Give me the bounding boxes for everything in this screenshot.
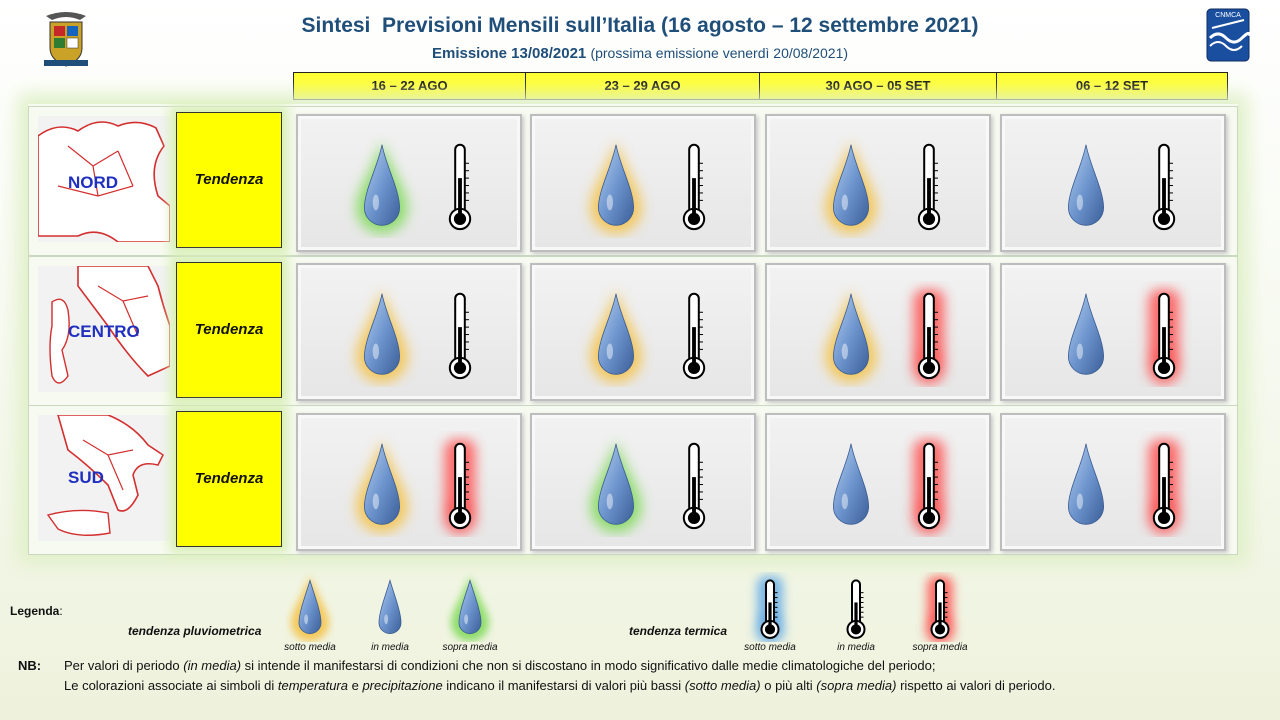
thermometer-icon: [448, 292, 472, 380]
forecast-cell: [296, 114, 522, 252]
legend-temp-average-label: in media: [837, 642, 875, 653]
thermometer-icon: [682, 442, 706, 530]
map-sud: [38, 415, 170, 541]
thermometer-icon: [682, 143, 706, 231]
map-nord: [38, 116, 170, 242]
thermometer-icon: [912, 289, 946, 385]
legend-temp-above-label: sopra media: [912, 642, 968, 653]
tendency-box-sud: Tendenza: [176, 411, 282, 547]
legend-temp-average: in media: [816, 572, 896, 653]
legend-temp-below-label: sotto media: [744, 642, 796, 653]
tendency-label: Tendenza: [194, 321, 264, 338]
thermometer-icon: [917, 143, 941, 231]
drop-icon: [1067, 293, 1105, 375]
drop-icon: [832, 443, 870, 525]
forecast-cell: [530, 413, 756, 551]
drop-icon: [356, 439, 408, 533]
region-label-centro: CENTRO: [68, 322, 140, 341]
period-header-1: 16 – 22 AGO: [293, 72, 526, 100]
notes-line-2: Le colorazioni associate ai simboli di t…: [64, 678, 1056, 693]
tendency-label: Tendenza: [194, 470, 264, 487]
drop-icon: [590, 439, 642, 533]
tendency-box-nord: Tendenza: [176, 112, 282, 248]
forecast-cell: [1000, 114, 1226, 252]
next-emission: (prossima emissione venerdì 20/08/2021): [590, 45, 849, 61]
tendency-box-centro: Tendenza: [176, 262, 282, 398]
thermometer-icon: [755, 576, 785, 642]
forecast-cell: [296, 413, 522, 551]
drop-icon: [1067, 144, 1105, 226]
region-label-nord: NORD: [68, 173, 119, 192]
drop-icon: [356, 140, 408, 234]
forecast-cell: [530, 263, 756, 401]
cnmca-logo-text: CNMCA: [1215, 12, 1241, 19]
drop-icon: [590, 289, 642, 383]
forecast-cell: [765, 114, 991, 252]
forecast-cell: [296, 263, 522, 401]
drop-icon: [451, 576, 489, 642]
emission-date: Emissione 13/08/2021: [431, 45, 587, 62]
legend-precip-average-label: in media: [371, 642, 409, 653]
aeronautica-militare-logo: [40, 8, 92, 70]
thermometer-icon: [682, 292, 706, 380]
legend-precip-above-label: sopra media: [442, 642, 498, 653]
forecast-cell: [1000, 413, 1226, 551]
legend-temp-below: sotto media: [730, 572, 810, 653]
forecast-cell: [1000, 263, 1226, 401]
notes-label: NB:: [18, 658, 42, 673]
forecast-cell: [530, 114, 756, 252]
map-centro: [38, 266, 170, 392]
drop-icon: [291, 576, 329, 642]
cnmca-logo: CNMCA: [1206, 8, 1250, 62]
drop-icon: [590, 140, 642, 234]
legend-precip-label: tendenza pluviometrica: [128, 624, 262, 638]
period-header-4: 06 – 12 SET: [996, 72, 1228, 100]
legend-temp-above: sopra media: [900, 572, 980, 653]
legend-title: Legenda:: [10, 604, 63, 618]
thermometer-icon: [1147, 439, 1181, 535]
thermometer-icon: [1152, 143, 1176, 231]
thermometer-icon: [846, 579, 866, 639]
drop-icon: [356, 289, 408, 383]
legend-precip-average: in media: [350, 572, 430, 653]
drop-icon: [378, 578, 402, 634]
forecast-cell: [765, 413, 991, 551]
page-title: Sintesi Previsioni Mensili sull’Italia (…: [301, 14, 979, 37]
forecast-cell: [765, 263, 991, 401]
page-subtitle: Emissione 13/08/2021 (prossima emissione…: [200, 45, 1080, 62]
thermometer-icon: [448, 143, 472, 231]
period-header-2: 23 – 29 AGO: [525, 72, 760, 100]
region-label-sud: SUD: [68, 468, 104, 487]
legend-precip-below: sotto media: [270, 572, 350, 653]
period-header-3: 30 AGO – 05 SET: [759, 72, 997, 100]
drop-icon: [825, 289, 877, 383]
drop-icon: [825, 140, 877, 234]
thermometer-icon: [1147, 289, 1181, 385]
legend-precip-above: sopra media: [430, 572, 510, 653]
drop-icon: [1067, 443, 1105, 525]
thermometer-icon: [912, 439, 946, 535]
forecast-row-nord: [28, 106, 1238, 256]
notes-line-1: Per valori di periodo (in media) si inte…: [64, 658, 936, 673]
legend-precip-below-label: sotto media: [284, 642, 336, 653]
legend-temp-label: tendenza termica: [629, 624, 728, 638]
thermometer-icon: [925, 576, 955, 642]
tendency-label: Tendenza: [194, 171, 264, 188]
forecast-row-sud: [28, 405, 1238, 555]
thermometer-icon: [443, 439, 477, 535]
